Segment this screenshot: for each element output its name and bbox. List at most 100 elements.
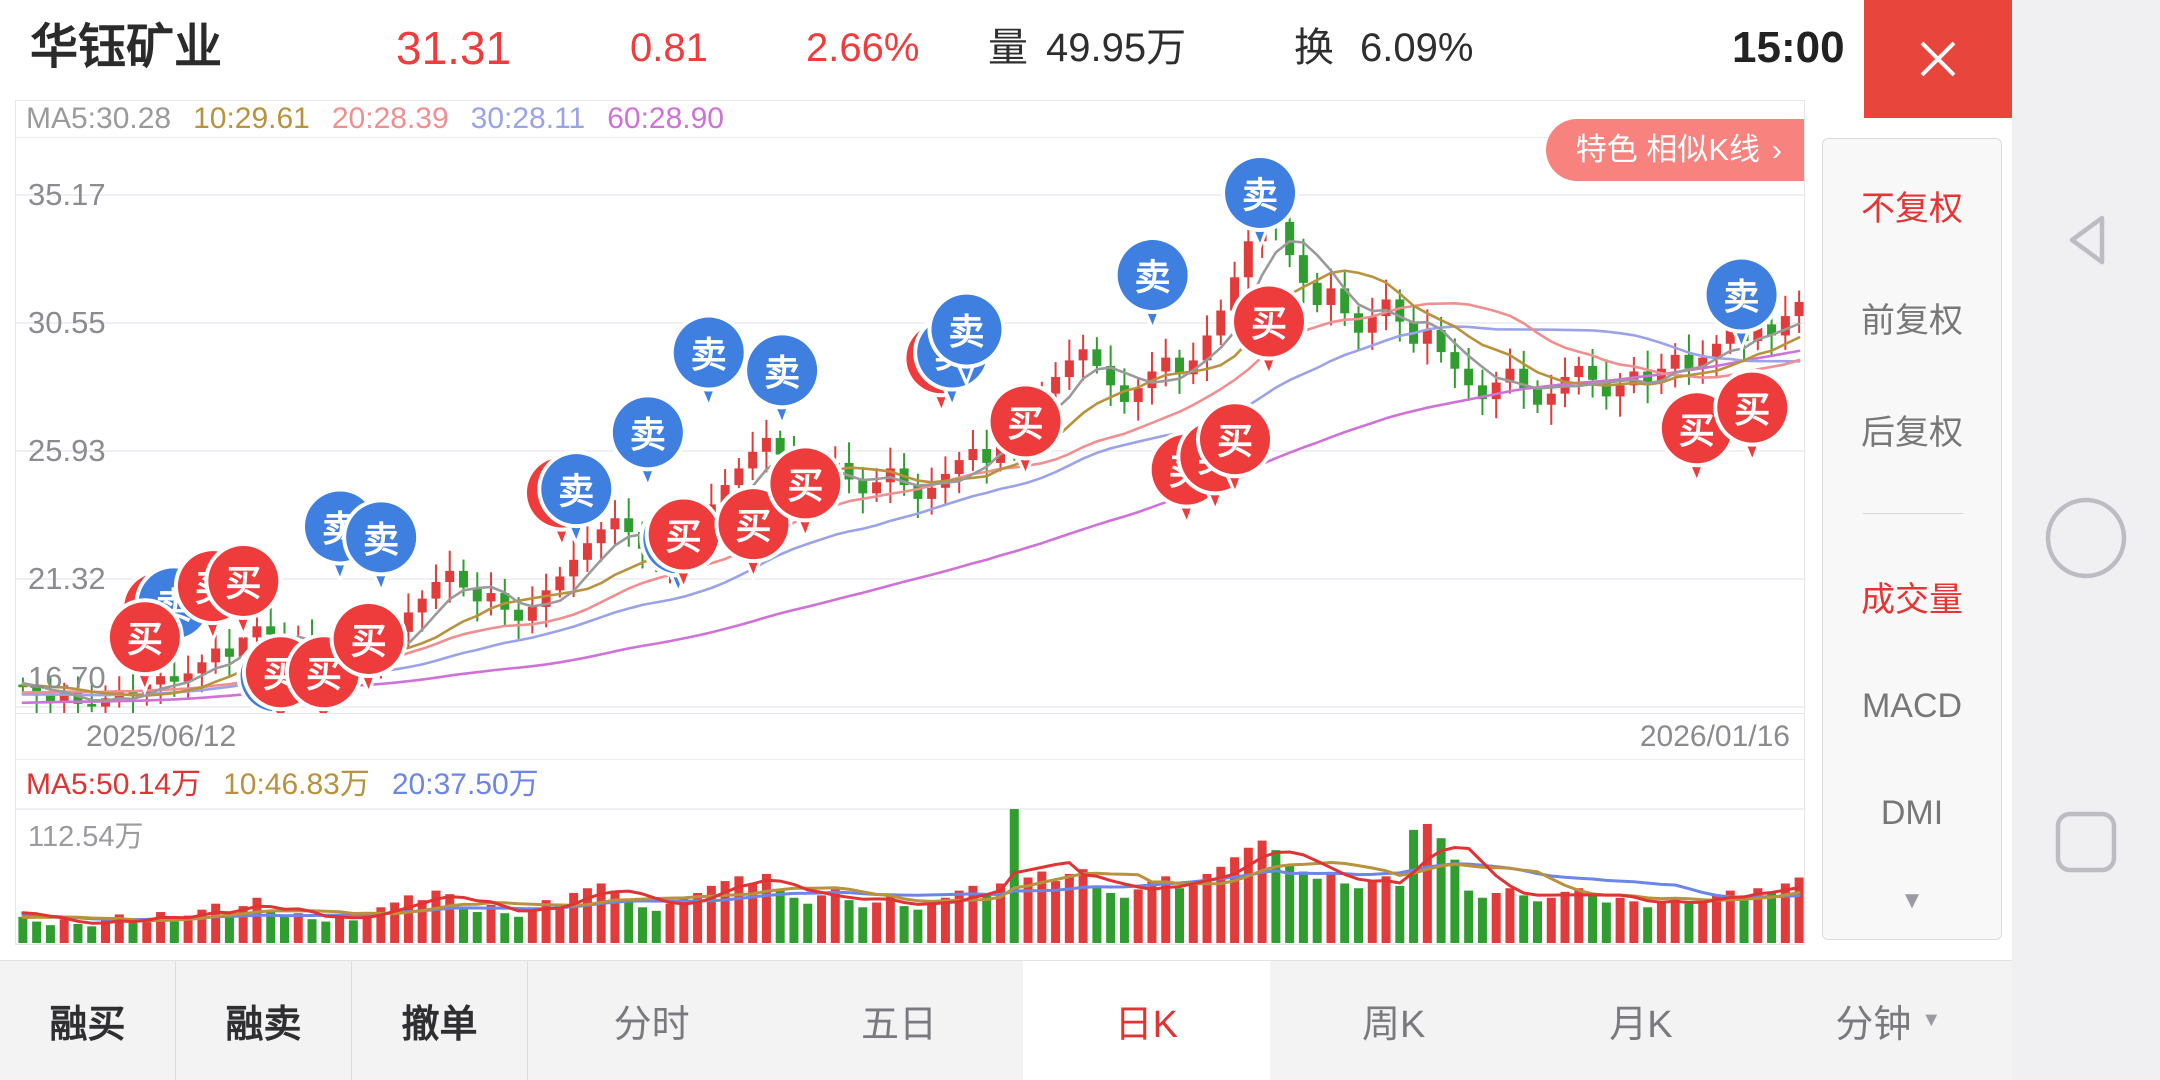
panel-divider: [1863, 513, 1963, 514]
svg-text:买: 买: [1734, 389, 1770, 430]
sell-marker[interactable]: 卖: [342, 498, 421, 596]
sell-marker[interactable]: 卖: [1702, 255, 1781, 353]
tab-分钟[interactable]: 分钟 ▼: [1765, 961, 2012, 1080]
trade-markers-layer: 买卖买买买卖买买买卖卖买卖卖卖卖卖买买买买卖卖买卖买买买卖买买买卖: [105, 153, 1792, 713]
svg-text:卖: 卖: [558, 471, 594, 512]
kline-ma-row: MA5:30.28 10:29.61 20:28.39 30:28.11 60:28.9…: [16, 101, 1804, 138]
price-change-percent: 2.66%: [806, 26, 920, 70]
date-axis: 2025/06/12 2026/01/16: [16, 713, 1804, 759]
indicator-item-3[interactable]: 后复权: [1861, 414, 1963, 452]
volume-scale-label: 112.54万: [28, 821, 144, 853]
indicator-item-6[interactable]: DMI: [1880, 794, 1944, 832]
svg-text:卖: 卖: [1242, 174, 1278, 215]
turnover-value: 6.09%: [1360, 26, 1474, 70]
sell-marker[interactable]: 卖: [608, 393, 687, 491]
svg-text:买: 买: [1679, 410, 1715, 451]
svg-text:卖: 卖: [1135, 257, 1171, 298]
sell-marker[interactable]: 卖: [537, 450, 616, 548]
date-start: 2025/06/12: [86, 720, 237, 753]
back-icon[interactable]: [2062, 212, 2110, 268]
buy-marker[interactable]: 买: [1195, 400, 1274, 498]
tab-label: 周K: [1361, 1004, 1426, 1046]
volume-ma-label: 10:46.83万: [223, 767, 370, 801]
chevron-right-icon: ›: [1772, 134, 1782, 167]
tab-label: 分钟: [1835, 1004, 1912, 1046]
indicator-item-4[interactable]: 成交量: [1861, 581, 1963, 619]
buy-marker[interactable]: 买: [1713, 368, 1792, 466]
svg-text:买: 买: [787, 465, 823, 506]
svg-text:买: 买: [666, 516, 702, 557]
sell-marker[interactable]: 卖: [927, 290, 1006, 388]
tab-融卖[interactable]: 融卖: [176, 961, 352, 1080]
tab-月K[interactable]: 月K: [1517, 961, 1764, 1080]
similar-kline-pill[interactable]: 特色 相似K线 ›: [1545, 119, 1804, 181]
sell-marker[interactable]: 卖: [743, 331, 822, 429]
buy-marker[interactable]: 买: [105, 598, 184, 696]
price-axis-label: 30.55: [28, 305, 106, 340]
android-nav-bar: [2012, 0, 2160, 1080]
tab-日K[interactable]: 日K: [1022, 961, 1270, 1080]
tab-周K[interactable]: 周K: [1270, 961, 1517, 1080]
kline-chart[interactable]: 买卖买买买卖买买买卖卖买卖卖卖卖卖买买买买卖卖买卖买买买卖买买买卖: [16, 139, 1806, 713]
kline-ma-label: MA5:30.28: [26, 102, 172, 135]
more-indicators-arrow-icon[interactable]: ▼: [1900, 887, 1924, 914]
close-button[interactable]: [1864, 0, 2012, 118]
tab-label: 日K: [1114, 1004, 1178, 1046]
recents-icon[interactable]: [2054, 810, 2118, 874]
sell-marker[interactable]: 卖: [1221, 153, 1300, 251]
tab-分时[interactable]: 分时: [528, 961, 775, 1080]
tab-融买[interactable]: 融买: [0, 961, 176, 1080]
buy-marker[interactable]: 买: [766, 444, 845, 542]
indicator-item-2[interactable]: 前复权: [1861, 302, 1963, 340]
svg-text:买: 买: [1217, 421, 1253, 462]
sell-marker[interactable]: 卖: [669, 313, 748, 411]
volume-ma-label: MA5:50.14万: [26, 767, 202, 801]
buy-marker[interactable]: 买: [986, 382, 1065, 480]
svg-text:买: 买: [735, 506, 771, 547]
tab-五日[interactable]: 五日: [775, 961, 1022, 1080]
date-end: 2026/01/16: [1639, 720, 1790, 753]
svg-text:卖: 卖: [1724, 276, 1760, 317]
indicator-item-5[interactable]: MACD: [1861, 687, 1963, 725]
indicator-item-1[interactable]: 不复权: [1861, 190, 1963, 228]
buy-marker[interactable]: 买: [644, 495, 723, 593]
kline-ma-label: 10:29.61: [193, 102, 310, 135]
price-axis-label: 16.70: [28, 660, 106, 695]
svg-text:买: 买: [1251, 303, 1287, 344]
tab-label: 五日: [860, 1004, 937, 1046]
buy-marker[interactable]: 买: [1230, 282, 1308, 380]
top-bar: 华钰矿业 31.31 0.81 2.66% 量 49.95万 换 6.09% 1…: [0, 0, 2012, 118]
chart-panel: MA5:30.28 10:29.61 20:28.39 30:28.11 60:28.9…: [15, 100, 1806, 945]
home-icon[interactable]: [2044, 496, 2128, 580]
tab-label: 分时: [613, 1004, 690, 1046]
buy-marker[interactable]: 买: [284, 633, 363, 713]
svg-text:卖: 卖: [948, 311, 984, 352]
buy-marker[interactable]: 买: [204, 541, 283, 639]
indicator-panel: 不复权前复权后复权成交量 MACD DMI ▼: [1822, 138, 2002, 940]
volume-chart[interactable]: [16, 801, 1806, 945]
volume-ma-label: 20:37.50万: [391, 767, 539, 801]
svg-text:买: 买: [351, 620, 387, 661]
turnover-label: 换: [1294, 26, 1334, 70]
volume-label: 量: [988, 26, 1028, 70]
kline-ma-label: 30:28.11: [470, 102, 586, 135]
buy-marker[interactable]: 买: [329, 599, 408, 697]
svg-text:卖: 卖: [363, 519, 399, 560]
similar-kline-pill-label: 特色 相似K线: [1575, 132, 1760, 167]
volume-value: 49.95万: [1046, 26, 1187, 70]
minute-dropdown-icon: ▼: [1921, 1009, 1942, 1031]
price-axis-label: 35.17: [28, 177, 106, 212]
tab-label: 融买: [49, 1004, 126, 1046]
price-axis-label: 21.32: [28, 561, 106, 596]
price-change: 0.81: [630, 26, 708, 70]
buy-marker[interactable]: 买: [1657, 389, 1736, 487]
kline-ma-label: 20:28.39: [331, 102, 449, 135]
close-icon: [1920, 41, 1956, 77]
sell-marker[interactable]: 卖: [1113, 236, 1192, 334]
bottom-tab-bar: 融买 融卖 撤单 分时 五日 日K 周K 月K 分钟 ▼: [0, 960, 2012, 1080]
ma-lines-layer: [21, 240, 1801, 705]
quote-time: 15:00: [1732, 23, 1845, 72]
tab-撤单[interactable]: 撤单: [352, 961, 528, 1080]
svg-text:买: 买: [1008, 403, 1044, 444]
